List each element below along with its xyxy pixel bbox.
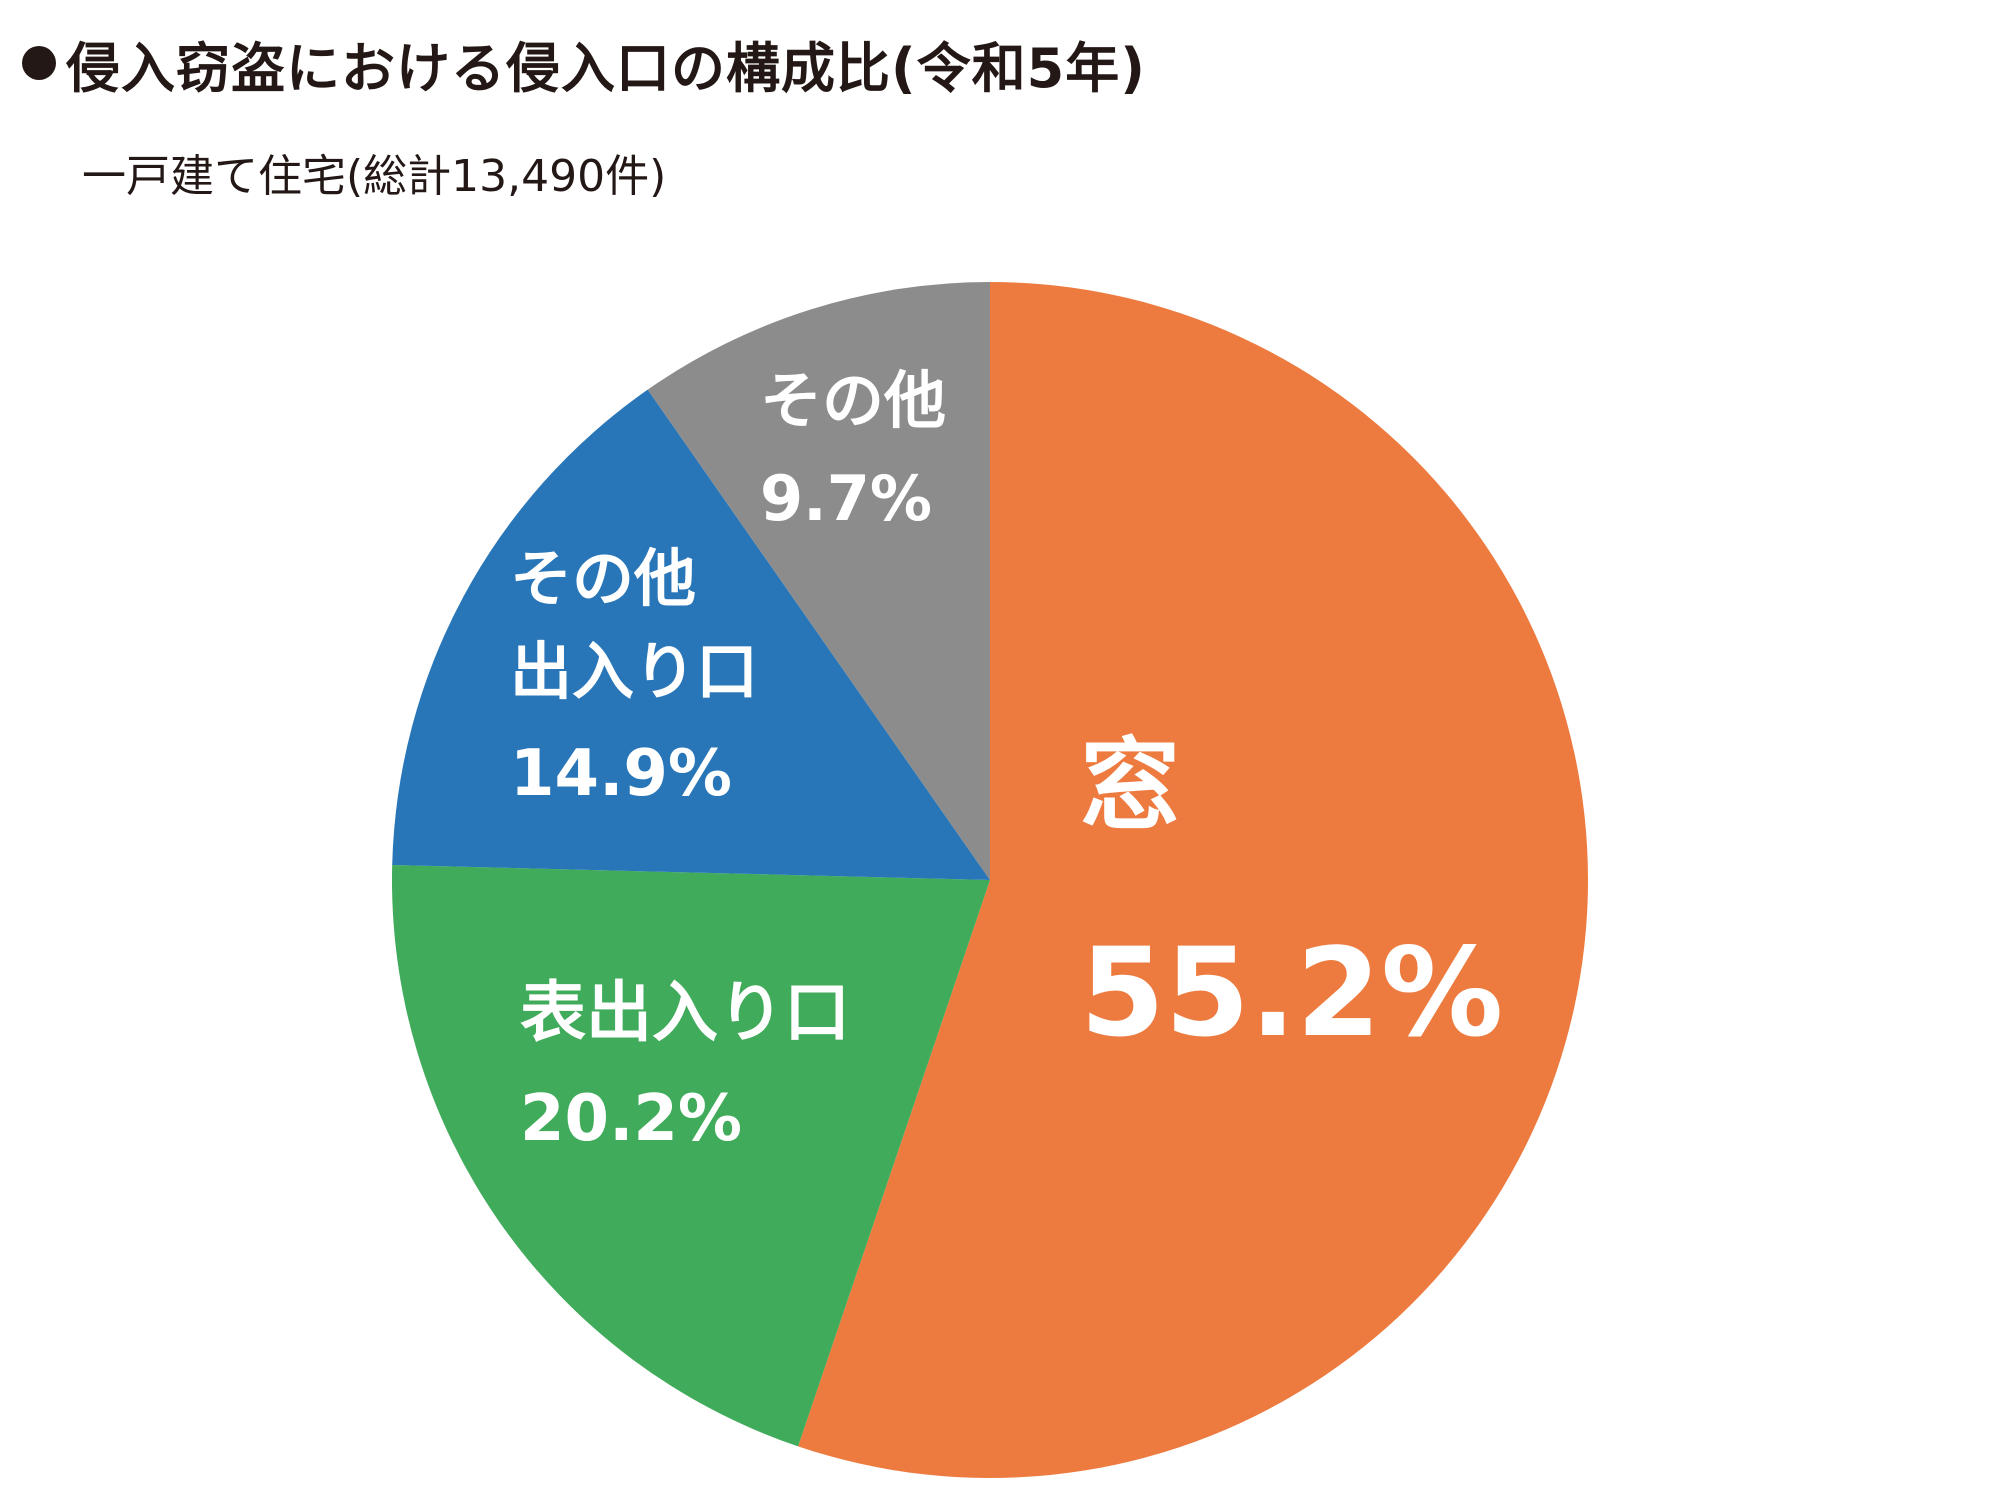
chart-subtitle: 一戸建て住宅(総計13,490件) [82, 151, 667, 202]
pie-slice [798, 282, 1589, 1478]
pie-slice [392, 389, 990, 880]
slice-name-label: その他 [760, 364, 946, 437]
slice-name-label: 窓 [1080, 727, 1180, 844]
slice-name-label: 表出入り口 [520, 974, 850, 1051]
slice-value-label: 55.2% [1080, 922, 1503, 1064]
slice-value-label: 9.7% [760, 462, 932, 535]
pie-slice [392, 864, 990, 1447]
chart-title-line: 侵入窃盗における侵入口の構成比(令和5年) [22, 28, 1146, 100]
slice-name-label: 出入り口 [510, 635, 758, 708]
slice-value-label: 20.2% [520, 1082, 742, 1156]
slice-value-label: 14.9% [510, 737, 732, 811]
slices-layer [392, 282, 1589, 1478]
slice-name-label: その他 [510, 542, 696, 615]
title-bullet-icon [22, 46, 56, 80]
pie-slice [647, 282, 990, 880]
chart-title: 侵入窃盗における侵入口の構成比(令和5年) [66, 36, 1146, 100]
